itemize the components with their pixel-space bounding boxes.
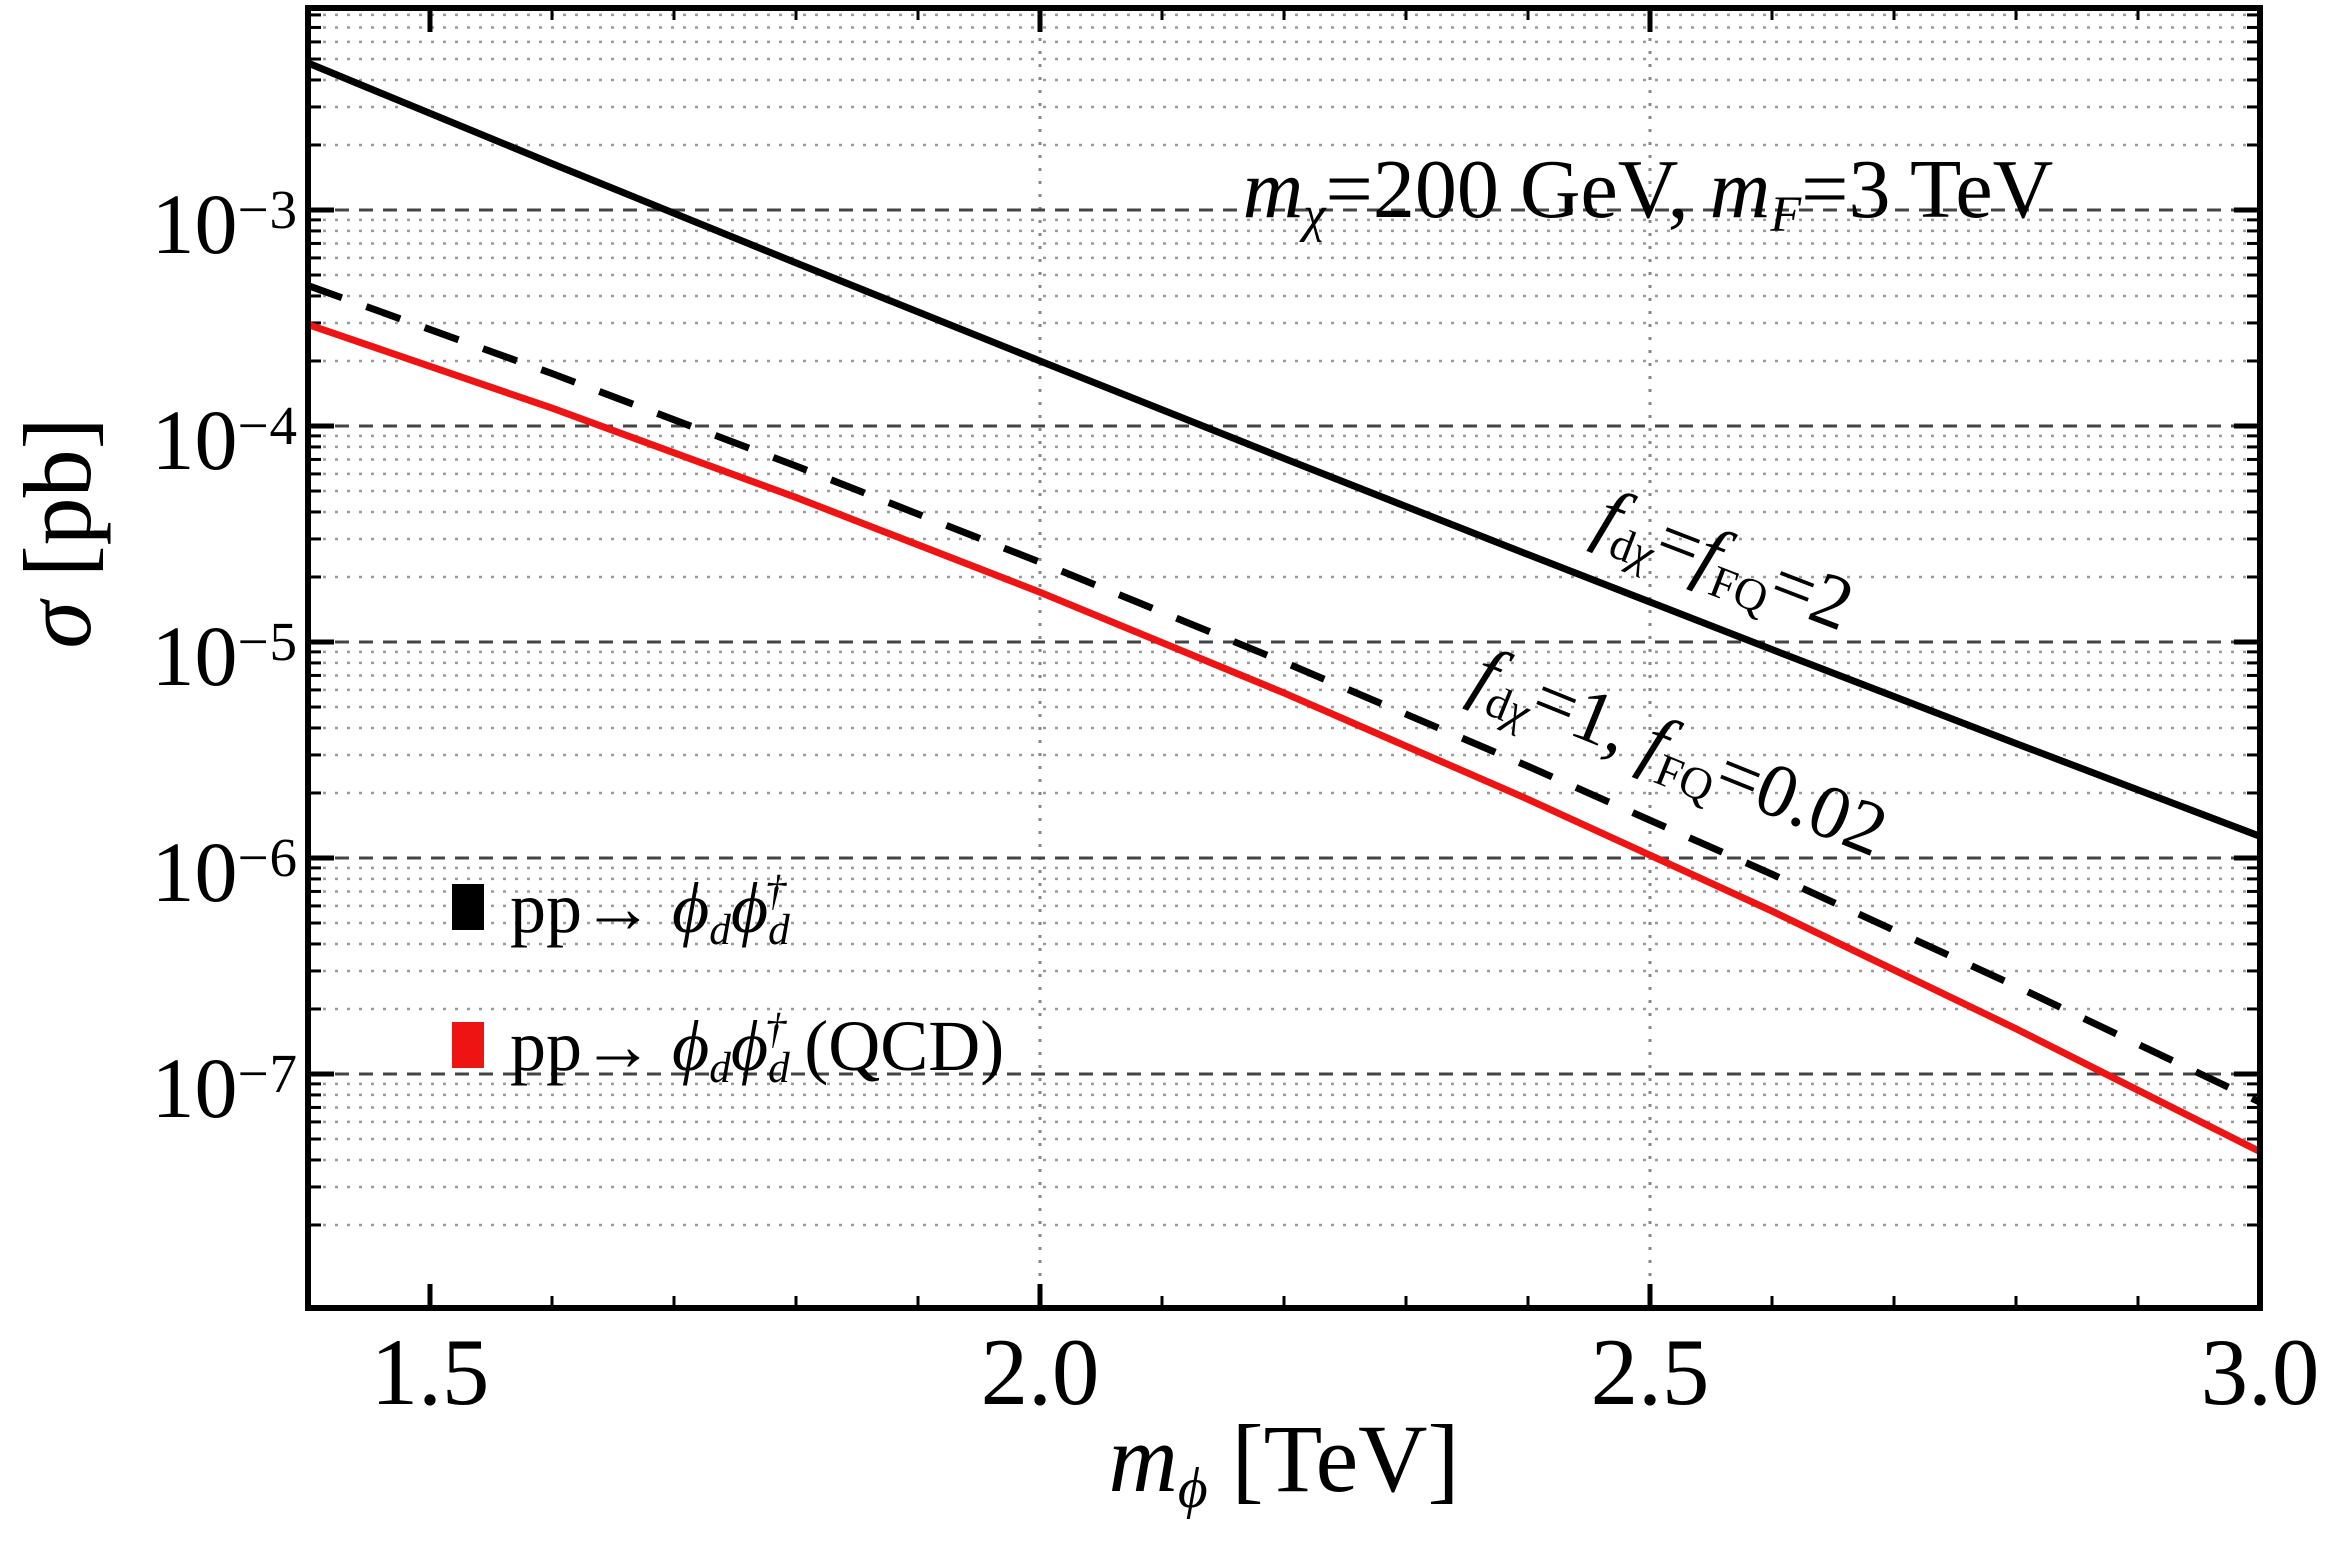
plot-frame: [305, 5, 2263, 1311]
x-tick-label-2.0: 2.0: [980, 1319, 1100, 1425]
curve-qcd: [306, 321, 2262, 1155]
x-tick-label-1.5: 1.5: [370, 1319, 490, 1425]
x-tick-label-3.0: 3.0: [2200, 1319, 2320, 1425]
y-tick-label-1e-7: 10−7: [151, 1039, 298, 1136]
curve-signal-f2: [306, 59, 2262, 840]
y-tick-label-1e-5: 10−5: [151, 607, 298, 704]
y-tick-label-1e-3: 10−3: [151, 175, 298, 272]
x-axis-title: mϕ [TeV]: [1108, 1405, 1460, 1521]
curve-signal-f1: [306, 282, 2262, 1106]
legend-swatch-black: [452, 884, 484, 930]
annotation-masses: mχ=200 GeV, mF=3 TeV: [1242, 143, 2054, 243]
x-tick-label-2.5: 2.5: [1590, 1319, 1710, 1425]
legend-label-signal: pp→ ϕdϕd†: [510, 868, 790, 955]
y-tick-label-1e-6: 10−6: [151, 823, 298, 920]
y-axis-title: σ [pb]: [4, 417, 111, 649]
y-tick-label-1e-4: 10−4: [151, 391, 298, 488]
legend-swatch-red: [452, 1022, 484, 1068]
legend-label-qcd: pp→ ϕdϕd† (QCD): [510, 1006, 1005, 1093]
